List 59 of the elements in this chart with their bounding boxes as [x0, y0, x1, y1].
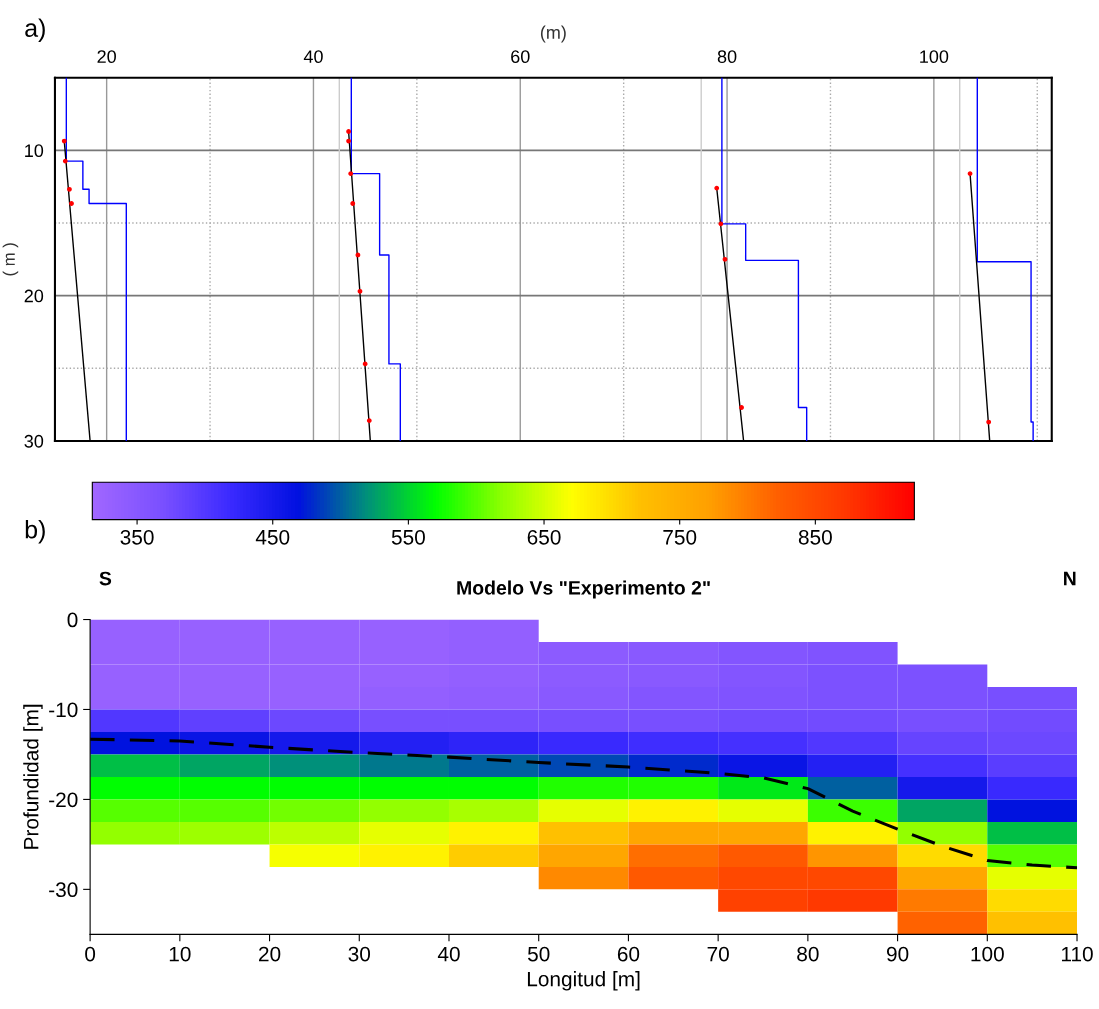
- x-tick-label: 80: [717, 50, 737, 64]
- point: [967, 171, 973, 176]
- point: [714, 185, 720, 191]
- x-tick-label: 70: [707, 946, 729, 962]
- point: [718, 221, 724, 227]
- point: [366, 418, 372, 423]
- x-tick-label: 100: [920, 50, 949, 64]
- point: [346, 138, 352, 144]
- y-tick-label: 0: [67, 612, 78, 628]
- point: [722, 256, 728, 262]
- x-tick-label: 60: [617, 946, 640, 962]
- x-tick-label: 60: [511, 50, 530, 64]
- y-tick-label: -30: [49, 882, 78, 898]
- x-tick-label: 20: [97, 50, 116, 64]
- color-bar-label: 550: [391, 529, 425, 545]
- y-tick-label: -20: [49, 792, 78, 808]
- point: [362, 361, 368, 367]
- x-tick-label: 40: [437, 946, 460, 962]
- point: [355, 252, 361, 258]
- text: b): [25, 520, 45, 544]
- point: [739, 405, 744, 410]
- y-tick-label: 20: [24, 289, 44, 303]
- x-tick-label: 20: [259, 946, 281, 962]
- x-tick-label: 100: [971, 946, 1004, 962]
- x-tick-label: 0: [85, 946, 96, 962]
- color-bar-label: 850: [798, 529, 832, 545]
- text: N: [1064, 571, 1076, 586]
- line-series: [976, 77, 1034, 441]
- color-bar-label: 350: [120, 529, 154, 545]
- y-tick-label: -10: [49, 702, 78, 718]
- text: S: [99, 571, 112, 586]
- x-axis-title: Longitud [m]: [527, 971, 640, 991]
- y-axis-title: ( m ): [2, 243, 19, 276]
- chart-title: Modelo Vs "Experimento 2": [457, 580, 710, 599]
- x-tick-label: 40: [303, 50, 323, 64]
- point: [348, 171, 354, 176]
- y-tick-label: 10: [25, 144, 44, 158]
- x-axis-title: (m): [540, 25, 566, 43]
- color-bar-label: 650: [527, 529, 561, 545]
- point: [986, 419, 992, 425]
- y-axis-title: Profundidad [m]: [23, 704, 43, 849]
- line-series: [350, 77, 402, 441]
- point: [346, 129, 352, 134]
- x-tick-label: 90: [886, 946, 909, 962]
- point: [350, 201, 356, 206]
- point: [62, 158, 68, 164]
- x-tick-label: 50: [527, 946, 550, 962]
- x-tick-label: 30: [348, 946, 371, 962]
- point: [67, 186, 72, 192]
- y-tick-label: 30: [24, 434, 44, 448]
- text: a): [25, 18, 45, 42]
- x-tick-label: 110: [1062, 946, 1093, 962]
- color-bar-label: 450: [255, 529, 290, 545]
- point: [69, 201, 74, 206]
- x-tick-label: 10: [169, 946, 191, 962]
- x-tick-label: 80: [797, 946, 819, 962]
- color-bar-label: 750: [663, 529, 697, 545]
- point: [357, 288, 363, 294]
- point: [61, 138, 67, 144]
